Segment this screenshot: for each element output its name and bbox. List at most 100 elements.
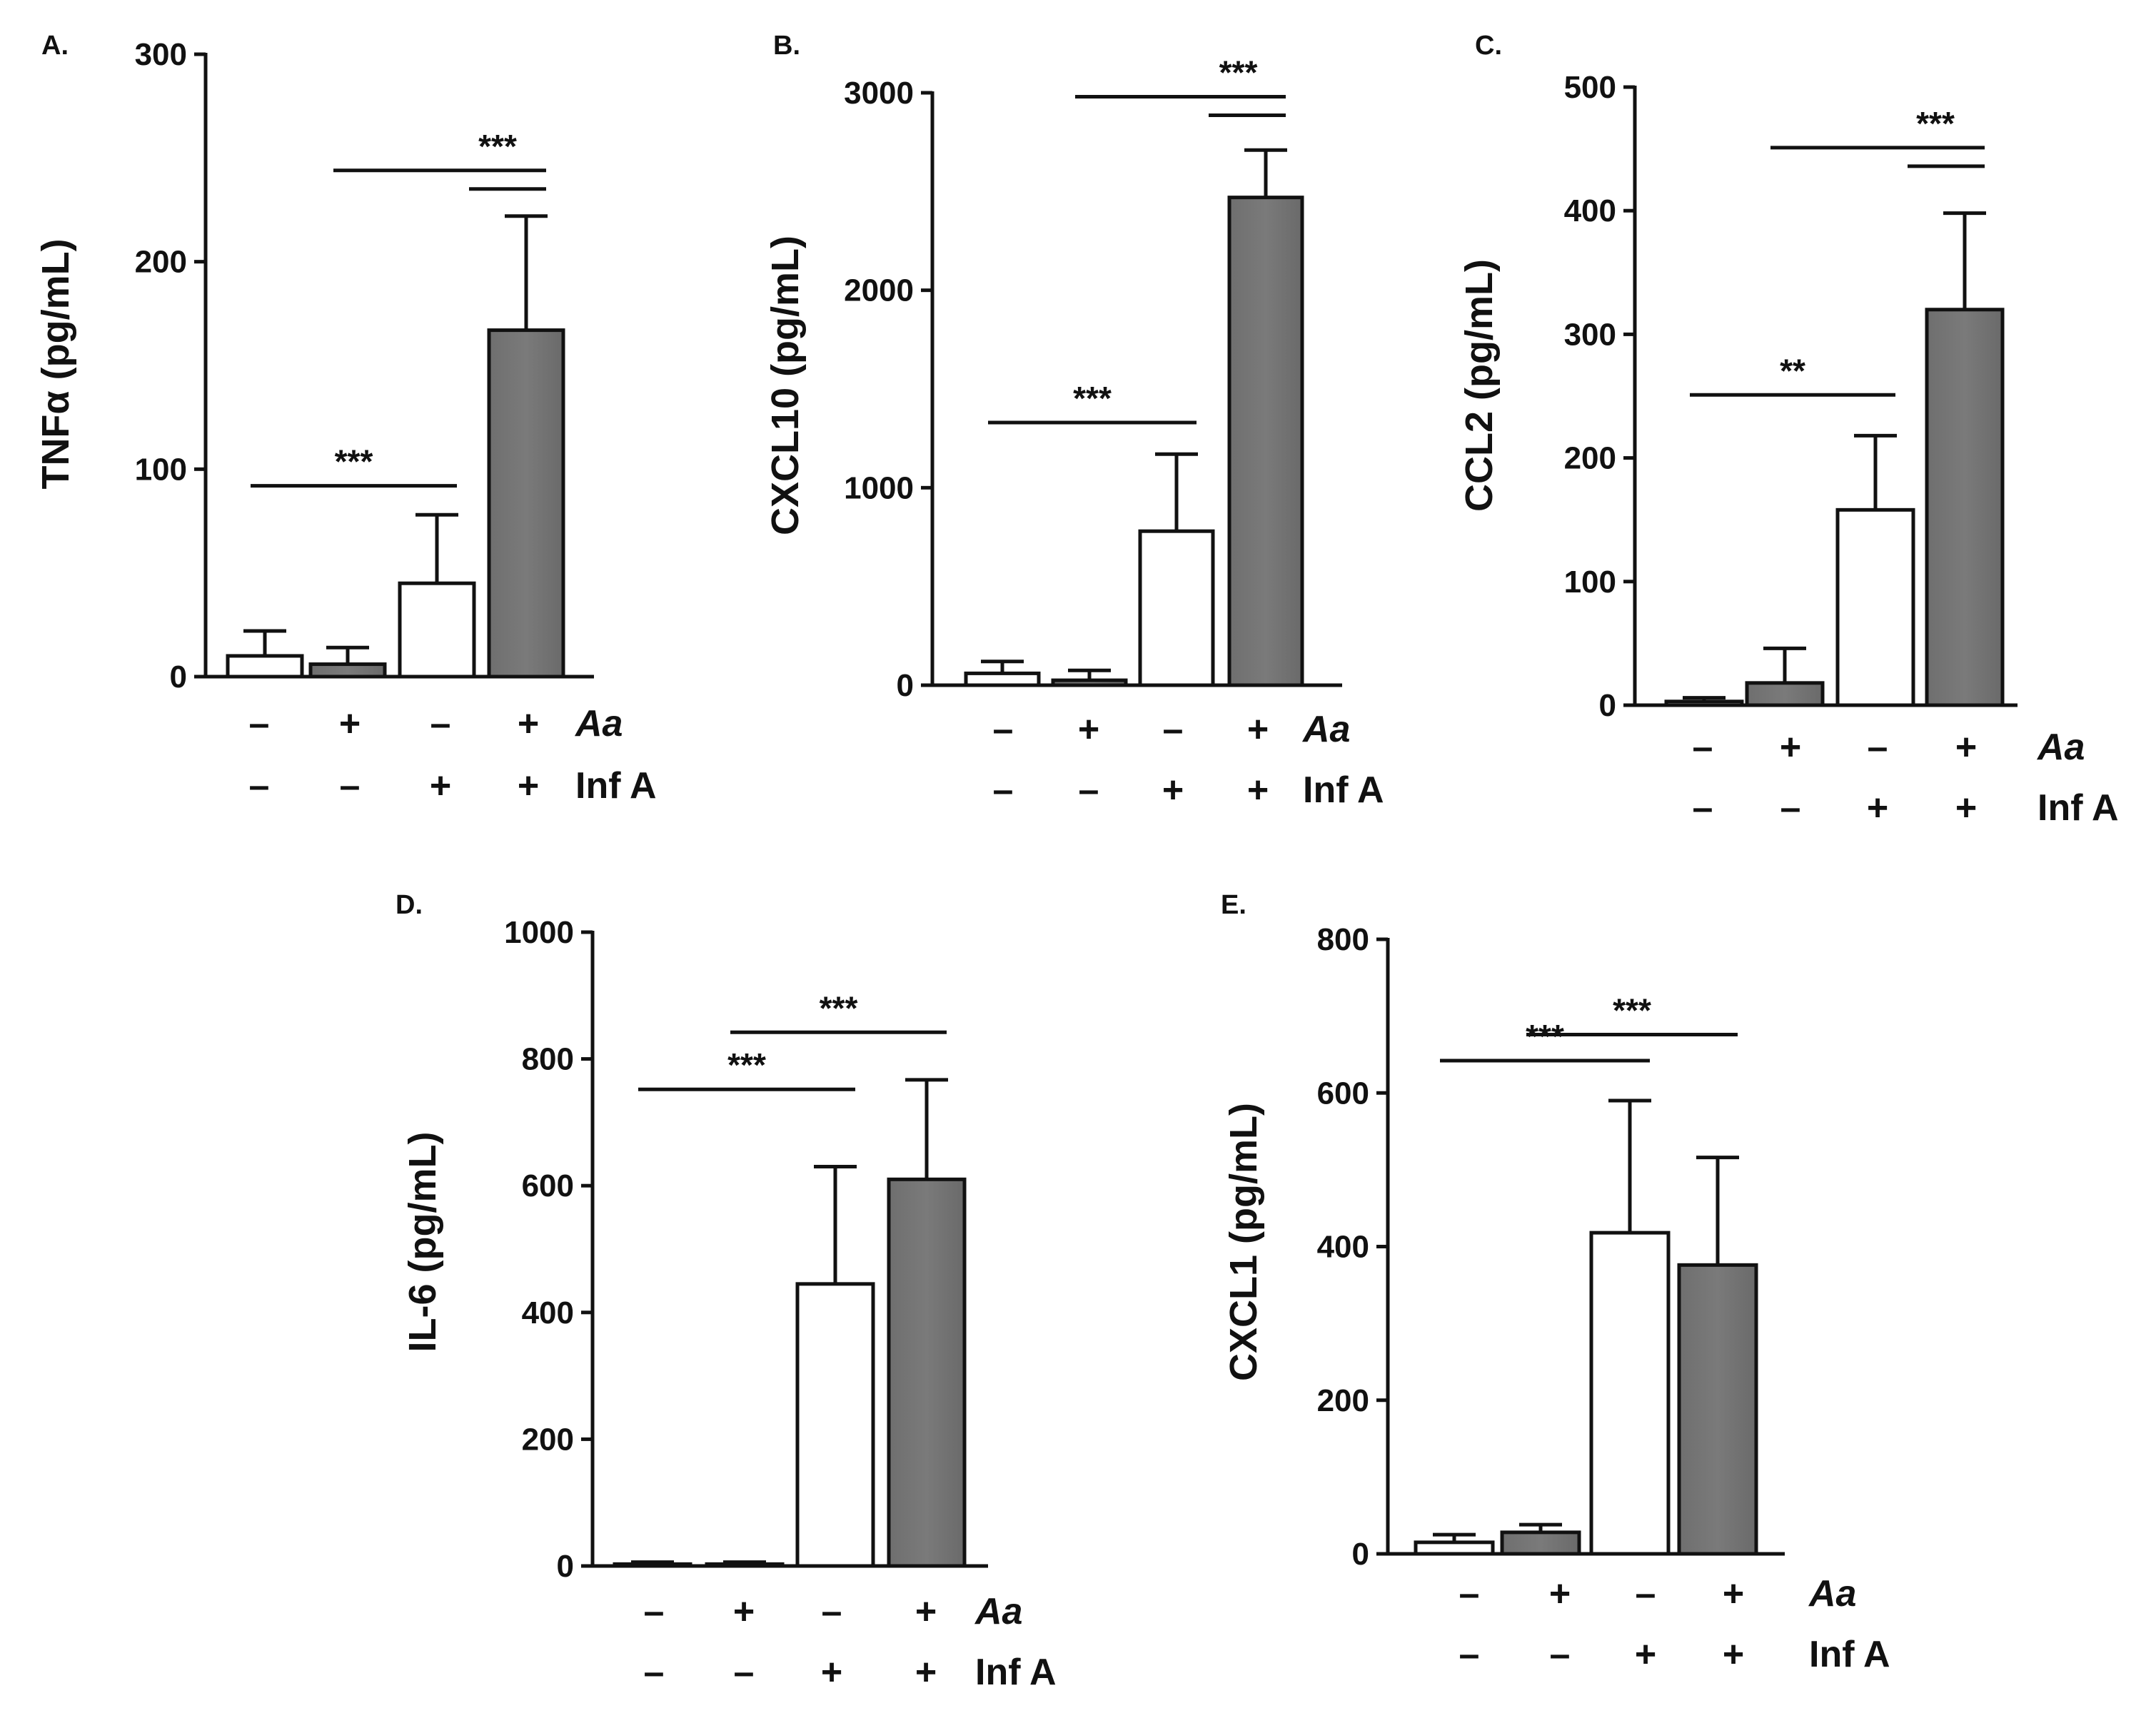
- condition-marker: –: [1636, 1573, 1656, 1615]
- condition-marker: –: [1459, 1634, 1480, 1675]
- condition-marker: +: [733, 1591, 755, 1632]
- significance-label: ***: [1916, 105, 1955, 142]
- condition-marker: +: [1867, 787, 1888, 829]
- y-tick-label: 0: [170, 660, 187, 694]
- condition-marker: –: [249, 765, 270, 807]
- condition-marker: +: [1162, 769, 1184, 811]
- bar-4: [1677, 1263, 1758, 1556]
- y-tick-label: 1000: [504, 915, 574, 950]
- bar-2: [1745, 681, 1825, 707]
- panel-letter: D.: [396, 890, 423, 920]
- bar-2: [308, 662, 387, 679]
- y-tick-label: 400: [522, 1295, 574, 1330]
- y-tick-label: 200: [135, 245, 187, 280]
- chart-panel-e: E. CXCL1 (pg/mL) 0 200 400 600 800 *** *** – + – + Aa…: [1221, 890, 1890, 1675]
- significance-label: ***: [478, 128, 517, 165]
- panel-letter: A.: [41, 31, 69, 61]
- bar-2: [1500, 1530, 1581, 1556]
- significance-label: **: [1780, 352, 1805, 389]
- condition-marker: +: [915, 1652, 937, 1693]
- condition-marker: +: [430, 765, 451, 807]
- y-tick-label: 600: [1317, 1076, 1369, 1111]
- chart-panel-a: A. TNFα (pg/mL) 0 100 200 300 *** *** – + – + Aa – – + +…: [34, 31, 657, 807]
- condition-marker: –: [1550, 1634, 1571, 1675]
- condition-marker: +: [518, 703, 539, 744]
- condition-marker: +: [1635, 1634, 1656, 1675]
- condition-marker: +: [821, 1652, 842, 1693]
- condition-label: Aa: [1301, 709, 1350, 750]
- condition-label: Aa: [974, 1591, 1022, 1632]
- bar-2: [1051, 678, 1128, 687]
- y-tick-label: 300: [1564, 317, 1616, 352]
- bar-4: [487, 328, 565, 679]
- condition-marker: –: [1163, 709, 1184, 750]
- y-tick-label: 0: [1352, 1537, 1369, 1572]
- condition-label: Aa: [1808, 1573, 1856, 1615]
- condition-label: Inf A: [1303, 769, 1384, 811]
- condition-marker: +: [339, 703, 361, 744]
- significance-label: ***: [1613, 991, 1651, 1029]
- condition-marker: +: [1955, 787, 1977, 829]
- bar-3: [1138, 529, 1215, 687]
- condition-marker: –: [430, 703, 451, 744]
- condition-marker: –: [644, 1591, 665, 1632]
- condition-label: Aa: [2036, 727, 2085, 768]
- condition-marker: +: [1549, 1573, 1571, 1615]
- chart-panel-d: D. IL-6 (pg/mL) 0 200 400 600 800 1000 *** *** – + –…: [396, 890, 1057, 1693]
- significance-label: ***: [820, 989, 858, 1026]
- y-tick-label: 1000: [844, 470, 914, 505]
- bar-1: [1414, 1540, 1495, 1556]
- condition-marker: –: [1868, 727, 1888, 768]
- significance-label: ***: [1526, 1018, 1564, 1055]
- y-tick-label: 600: [522, 1168, 574, 1203]
- condition-marker: –: [993, 709, 1014, 750]
- bar-1: [613, 1562, 692, 1568]
- y-tick-label: 300: [135, 37, 187, 72]
- bar-1: [964, 671, 1041, 687]
- condition-label: Inf A: [2037, 787, 2119, 829]
- y-tick-label: 200: [1564, 441, 1616, 476]
- bar-3: [398, 581, 476, 679]
- condition-marker: +: [1780, 727, 1801, 768]
- bar-4: [1925, 308, 2005, 707]
- panel-letter: C.: [1475, 31, 1502, 61]
- condition-marker: –: [1079, 769, 1099, 811]
- y-tick-label: 0: [897, 668, 914, 703]
- condition-marker: +: [1247, 709, 1269, 750]
- y-tick-label: 800: [522, 1042, 574, 1077]
- significance-label: ***: [1073, 380, 1112, 417]
- panel-letter: B.: [773, 31, 800, 61]
- condition-label: Inf A: [1809, 1634, 1890, 1675]
- condition-marker: –: [644, 1652, 665, 1693]
- y-axis-label: CCL2 (pg/mL): [1458, 259, 1501, 512]
- y-tick-label: 0: [557, 1549, 574, 1584]
- y-tick-label: 200: [1317, 1383, 1369, 1418]
- condition-marker: +: [1955, 727, 1977, 768]
- condition-marker: +: [1723, 1634, 1744, 1675]
- condition-marker: +: [915, 1591, 937, 1632]
- y-tick-label: 500: [1564, 70, 1616, 105]
- bar-3: [795, 1282, 875, 1568]
- y-axis-label: CXCL1 (pg/mL): [1222, 1103, 1265, 1381]
- significance-label: ***: [727, 1046, 766, 1083]
- y-axis-label: IL-6 (pg/mL): [401, 1132, 444, 1353]
- bar-1: [1664, 699, 1744, 707]
- condition-marker: –: [734, 1652, 755, 1693]
- bar-2: [705, 1562, 785, 1568]
- bar-3: [1589, 1231, 1671, 1556]
- significance-label: ***: [335, 443, 373, 480]
- condition-label: Inf A: [575, 765, 657, 807]
- y-tick-label: 3000: [844, 76, 914, 111]
- y-tick-label: 2000: [844, 273, 914, 308]
- y-tick-label: 400: [1317, 1230, 1369, 1265]
- condition-marker: –: [249, 703, 270, 744]
- bar-1: [226, 654, 304, 679]
- y-tick-label: 800: [1317, 922, 1369, 957]
- y-tick-label: 200: [522, 1422, 574, 1457]
- condition-marker: –: [1459, 1573, 1480, 1615]
- condition-marker: +: [1078, 709, 1099, 750]
- y-tick-label: 100: [135, 452, 187, 487]
- bar-3: [1835, 507, 1915, 707]
